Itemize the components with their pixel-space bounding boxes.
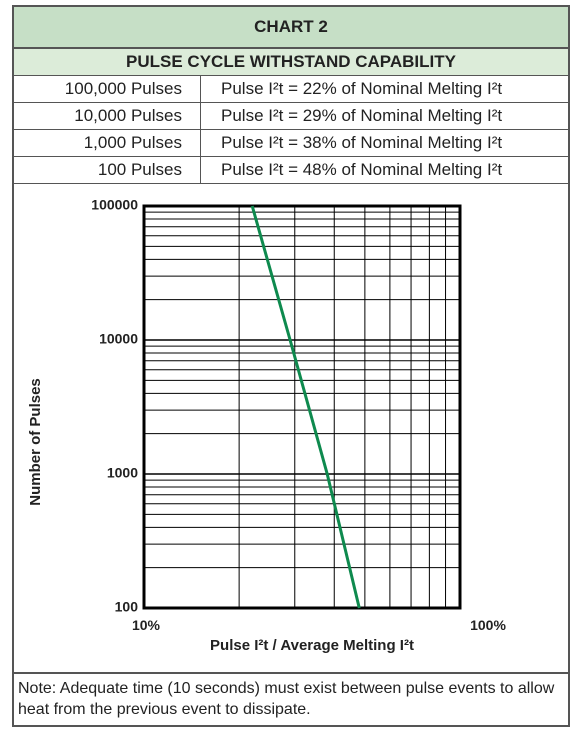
pulse-ratio: Pulse I²t = 22% of Nominal Melting I²t	[200, 76, 568, 103]
table-row: 10,000 Pulses Pulse I²t = 29% of Nominal …	[14, 102, 568, 130]
pulse-count: 1,000 Pulses	[14, 129, 201, 157]
y-tick-label: 1000	[107, 465, 138, 481]
pulse-ratio: Pulse I²t = 48% of Nominal Melting I²t	[200, 156, 568, 184]
table-row: 100,000 Pulses Pulse I²t = 22% of Nominal…	[14, 76, 568, 103]
x-axis-label: Pulse I²t / Average Melting I²t	[210, 637, 414, 654]
pulse-count: 100 Pulses	[14, 156, 201, 184]
y-axis-label: Number of Pulses	[27, 378, 44, 506]
pulse-count: 100,000 Pulses	[14, 76, 201, 103]
panel-title: CHART 2	[14, 7, 568, 49]
x-tick-label: 100%	[470, 617, 506, 633]
pulse-table: 100,000 Pulses Pulse I²t = 22% of Nominal…	[14, 76, 568, 184]
y-tick-label: 100000	[91, 197, 138, 213]
pulse-ratio: Pulse I²t = 29% of Nominal Melting I²t	[200, 102, 568, 130]
x-tick-label: 10%	[132, 617, 161, 633]
note: Note: Adequate time (10 seconds) must ex…	[14, 672, 568, 725]
y-tick-label: 100	[115, 599, 139, 615]
table-row: 100 Pulses Pulse I²t = 48% of Nominal Mel…	[14, 156, 568, 184]
plot-frame	[142, 204, 462, 610]
chart-panel: CHART 2 PULSE CYCLE WITHSTAND CAPABILITY…	[12, 5, 570, 727]
table-row: 1,000 Pulses Pulse I²t = 38% of Nominal M…	[14, 129, 568, 157]
panel-subtitle: PULSE CYCLE WITHSTAND CAPABILITY	[14, 49, 568, 76]
chart: Number of Pulses Pulse I²t / Average Mel…	[27, 197, 506, 654]
pulse-count: 10,000 Pulses	[14, 102, 201, 130]
y-tick-label: 10000	[99, 331, 138, 347]
data-line	[250, 205, 361, 609]
pulse-ratio: Pulse I²t = 38% of Nominal Melting I²t	[200, 129, 568, 157]
